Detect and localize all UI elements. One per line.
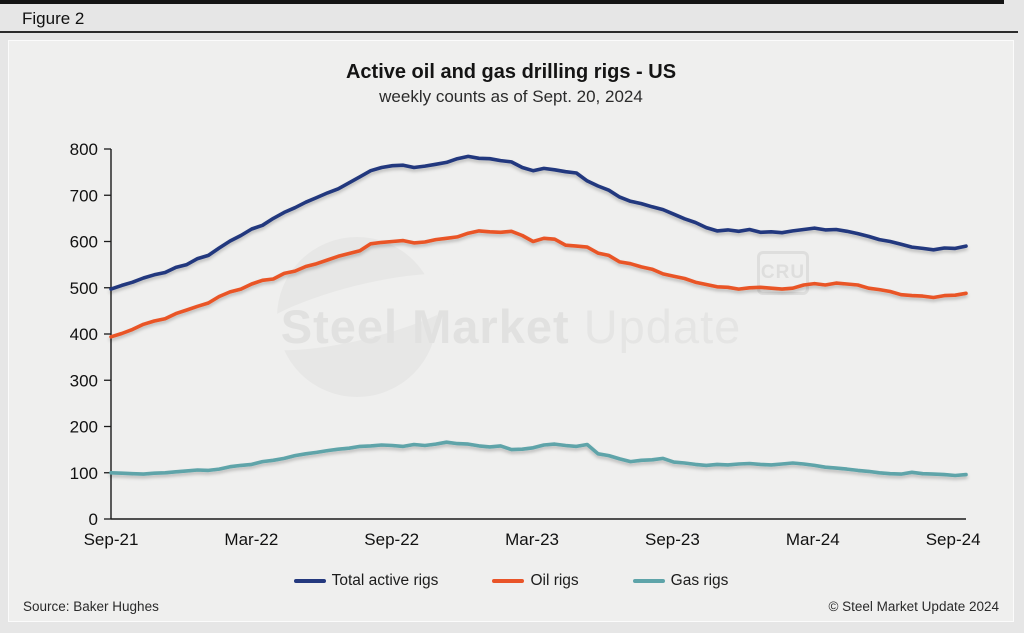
y-axis-tick-label: 700 xyxy=(70,186,98,205)
x-axis-tick-label: Mar-22 xyxy=(224,530,278,549)
series-line-gas-rigs xyxy=(109,440,968,478)
top-black-bar xyxy=(0,0,1004,4)
y-axis-tick-label: 500 xyxy=(70,279,98,298)
y-axis-tick-label: 300 xyxy=(70,371,98,390)
chart-subtitle: weekly counts as of Sept. 20, 2024 xyxy=(379,87,643,106)
x-axis-tick-label: Sep-22 xyxy=(364,530,419,549)
legend-item-oil-rigs: Oil rigs xyxy=(492,572,579,590)
series-line-oil-rigs xyxy=(109,229,968,339)
y-axis-tick-label: 400 xyxy=(70,325,98,344)
y-axis-tick-label: 800 xyxy=(70,140,98,159)
y-axis-tick-label: 200 xyxy=(70,418,98,437)
legend-swatch xyxy=(492,578,525,584)
chart-title: Active oil and gas drilling rigs - US xyxy=(345,61,677,83)
x-axis-tick-label: Sep-24 xyxy=(926,530,981,549)
x-axis-tick-label: Sep-23 xyxy=(645,530,700,549)
figure-rule xyxy=(0,31,1018,33)
figure-label: Figure 2 xyxy=(22,9,85,28)
legend-label: Oil rigs xyxy=(530,572,579,589)
legend-label: Total active rigs xyxy=(331,572,439,589)
legend-swatch xyxy=(632,578,665,584)
legend-item-gas-rigs: Gas rigs xyxy=(632,572,729,590)
series-line-total-active-rigs xyxy=(109,154,968,291)
chart-legend: Total active rigs Oil rigs Gas rigs xyxy=(9,572,1013,590)
y-axis-tick-label: 0 xyxy=(89,510,98,529)
legend-item-total-active-rigs: Total active rigs xyxy=(293,572,439,590)
x-axis-tick-label: Sep-21 xyxy=(84,530,139,549)
y-axis-tick-label: 600 xyxy=(70,233,98,252)
legend-label: Gas rigs xyxy=(670,572,729,589)
copyright-note: © Steel Market Update 2024 xyxy=(828,599,999,614)
x-axis-tick-label: Mar-23 xyxy=(505,530,559,549)
x-axis-tick-label: Mar-24 xyxy=(786,530,840,549)
source-note: Source: Baker Hughes xyxy=(23,599,159,614)
line-chart-plot-area: 0 100 200 300 400 500 600 700 800 Sep-21 Mar-22 Sep… xyxy=(70,140,981,549)
y-axis-tick-label: 100 xyxy=(70,464,98,483)
legend-swatch xyxy=(293,578,326,584)
chart-panel: Steel Market Update CRU Active oil and g… xyxy=(8,40,1014,622)
